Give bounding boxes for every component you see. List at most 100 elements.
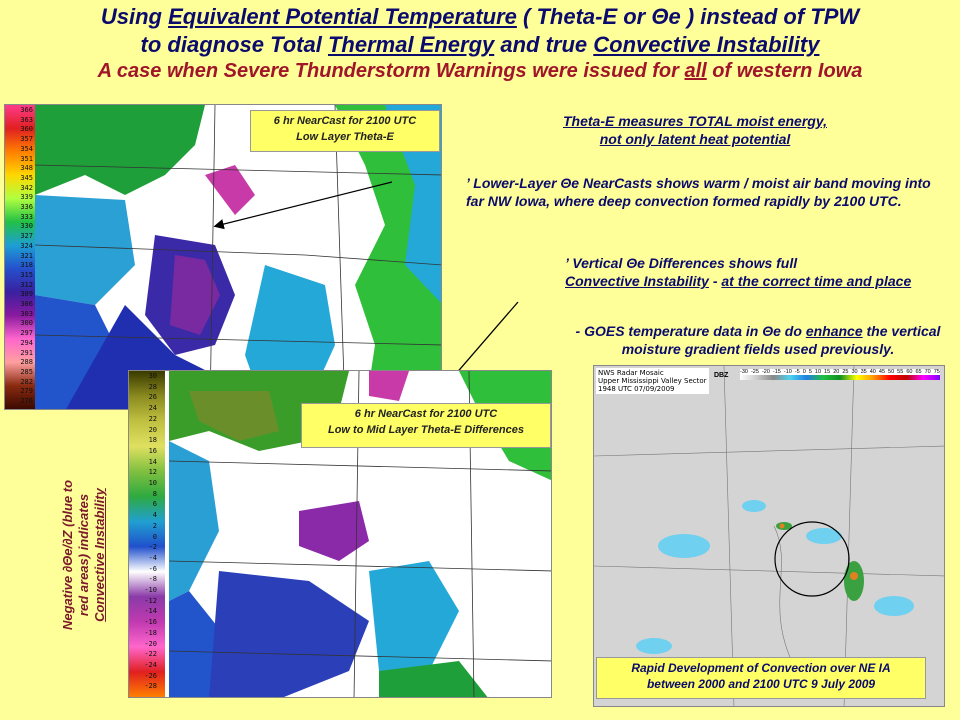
scale-tick-label: 306 — [20, 300, 33, 308]
note-text: - GOES temperature data in Θe do — [575, 323, 806, 339]
note-text: - — [708, 273, 722, 289]
radar-mosaic-field — [594, 366, 944, 706]
note-underlined-text: at the correct time and place — [721, 273, 912, 289]
scale-tick-label: -18 — [144, 628, 157, 637]
scale-tick-label: -22 — [144, 650, 157, 659]
dbz-ticks: -30 -25 -20 -15 -10 -5 0 5 10 15 20 25 30 35 40 45 50 55 6… — [740, 369, 940, 375]
note-text: the vertical moisture gradient fields us… — [621, 323, 941, 357]
note-line: not only latent heat potential — [599, 131, 791, 147]
scale-tick-label: 20 — [148, 425, 157, 434]
radar-mosaic: NWS Radar Mosaic Upper Mississippi Valle… — [593, 365, 945, 707]
dbz-tick: -5 — [794, 369, 800, 375]
caption-line: 6 hr NearCast for 2100 UTC — [273, 115, 417, 127]
dbz-tick: 35 — [860, 369, 867, 375]
scale-tick-label: 297 — [20, 329, 33, 338]
scale-tick-label: 288 — [20, 358, 33, 367]
scale-tick-label: -16 — [144, 618, 157, 627]
scale-tick-label: 282 — [20, 377, 33, 386]
dbz-tick: 20 — [833, 369, 840, 375]
scale-tick-label: 30 — [148, 372, 157, 380]
scale-tick-label: -20 — [144, 639, 157, 648]
subtitle-text: A case when Severe Thunderstorm Warnings… — [97, 60, 685, 82]
scale-tick-label: 8 — [152, 489, 157, 498]
subtitle-text: of western Iowa — [706, 60, 863, 82]
difference-color-scale — [129, 371, 165, 697]
scale-tick-label: 330 — [20, 222, 33, 231]
note-underlined-text: enhance — [805, 323, 863, 339]
scale-tick-label: 303 — [20, 309, 33, 318]
dbz-tick: 40 — [869, 369, 876, 375]
scale-tick-label: -2 — [148, 543, 157, 552]
scale-tick-label: 291 — [20, 348, 33, 357]
radar-header-line: 1948 UTC 07/09/2009 — [598, 385, 675, 393]
theta-e-definition-note: Theta-E measures TOTAL moist energy, not… — [495, 112, 895, 148]
scale-tick-label: 2 — [152, 521, 157, 530]
note-text: Vertical Θe Differences shows full — [568, 255, 798, 271]
note-text: Lower-Layer Θe NearCasts shows warm / mo… — [466, 175, 931, 209]
scale-tick-label: 354 — [20, 144, 33, 153]
dbz-tick: 5 — [808, 369, 812, 375]
scale-tick-label: 333 — [20, 212, 33, 221]
scale-tick-label: -26 — [144, 671, 157, 680]
scale-tick-label: 351 — [20, 154, 33, 163]
scale-tick-label: 12 — [148, 468, 157, 477]
vertical-differences-note: ’ Vertical Θe Differences shows full Con… — [565, 254, 955, 290]
dbz-tick: 70 — [924, 369, 931, 375]
scale-tick-label: 309 — [20, 290, 33, 299]
convective-instability-side-label: Negative ∂Θe/∂Z (blue to red areas) indi… — [60, 460, 108, 650]
radar-header: NWS Radar Mosaic Upper Mississippi Valle… — [596, 368, 709, 394]
dbz-tick: 75 — [933, 369, 940, 375]
dbz-label: DBZ — [714, 372, 729, 379]
scale-tick-label: 315 — [20, 270, 33, 279]
caption-line: between 2000 and 2100 UTC 9 July 2009 — [646, 677, 876, 691]
scale-tick-label: 342 — [20, 183, 33, 192]
goes-data-note: - GOES temperature data in Θe do enhance… — [563, 322, 953, 358]
title-underlined-text: Convective Instability — [593, 32, 820, 57]
scale-tick-label: 294 — [20, 338, 33, 347]
side-label-line: Convective Instability — [92, 488, 107, 622]
scale-tick-label: -8 — [148, 575, 157, 584]
dbz-tick: 65 — [915, 369, 922, 375]
dbz-tick: 25 — [842, 369, 849, 375]
scale-tick-label: 300 — [20, 319, 33, 328]
title-underlined-text: Thermal Energy — [327, 32, 495, 57]
scale-tick-label: -28 — [144, 682, 157, 691]
scale-tick-label: 4 — [152, 511, 157, 520]
caption-line: 6 hr NearCast for 2100 UTC — [354, 408, 498, 420]
dbz-tick: 0 — [802, 369, 806, 375]
bullet-icon: ’ — [466, 175, 470, 191]
theta-e-difference-map: 6 hr NearCast for 2100 UTC Low to Mid La… — [128, 370, 552, 698]
theta-e-map-caption: 6 hr NearCast for 2100 UTC Low Layer The… — [250, 110, 440, 152]
radar-header-line: NWS Radar Mosaic — [598, 369, 664, 377]
scale-tick-label: 363 — [20, 115, 33, 124]
scale-tick-label: 14 — [148, 457, 157, 466]
caption-line: Rapid Development of Convection over NE … — [631, 661, 891, 675]
dbz-tick: -20 — [761, 369, 770, 375]
scale-tick-label: 0 — [152, 532, 157, 541]
dbz-tick: -30 — [740, 369, 748, 375]
note-underlined-text: Convective Instability — [565, 273, 709, 289]
lower-layer-note: ’ Lower-Layer Θe NearCasts shows warm / … — [466, 174, 950, 210]
subtitle-underlined-text: all — [684, 60, 707, 82]
dbz-tick: 55 — [897, 369, 904, 375]
side-label-line: red areas) indicates — [76, 493, 91, 617]
dbz-tick: 10 — [814, 369, 822, 375]
dbz-tick: 60 — [906, 369, 913, 375]
scale-tick-label: 366 — [20, 106, 33, 114]
caption-line: Low Layer Theta-E — [296, 131, 394, 143]
title-line-1: Using Equivalent Potential Temperature (… — [0, 4, 960, 30]
title-text: ( Theta-E or Θe ) instead of TPW — [516, 4, 860, 29]
scale-tick-label: 28 — [148, 382, 157, 391]
title-line-2: to diagnose Total Thermal Energy and tru… — [0, 32, 960, 58]
caption-line: Low to Mid Layer Theta-E Differences — [327, 424, 524, 436]
title-text: to diagnose Total — [140, 32, 328, 57]
scale-tick-label: -10 — [144, 586, 157, 594]
scale-tick-label: 279 — [20, 387, 33, 396]
scale-tick-label: 321 — [20, 251, 33, 260]
note-line: Theta-E measures TOTAL moist energy, — [562, 113, 827, 129]
scale-tick-label: 357 — [20, 135, 33, 144]
title-underlined-text: Equivalent Potential Temperature — [168, 4, 517, 29]
theta-e-map: 6 hr NearCast for 2100 UTC Low Layer The… — [4, 104, 442, 410]
scale-tick-label: 22 — [148, 414, 157, 423]
radar-header-line: Upper Mississippi Valley Sector — [598, 377, 707, 385]
